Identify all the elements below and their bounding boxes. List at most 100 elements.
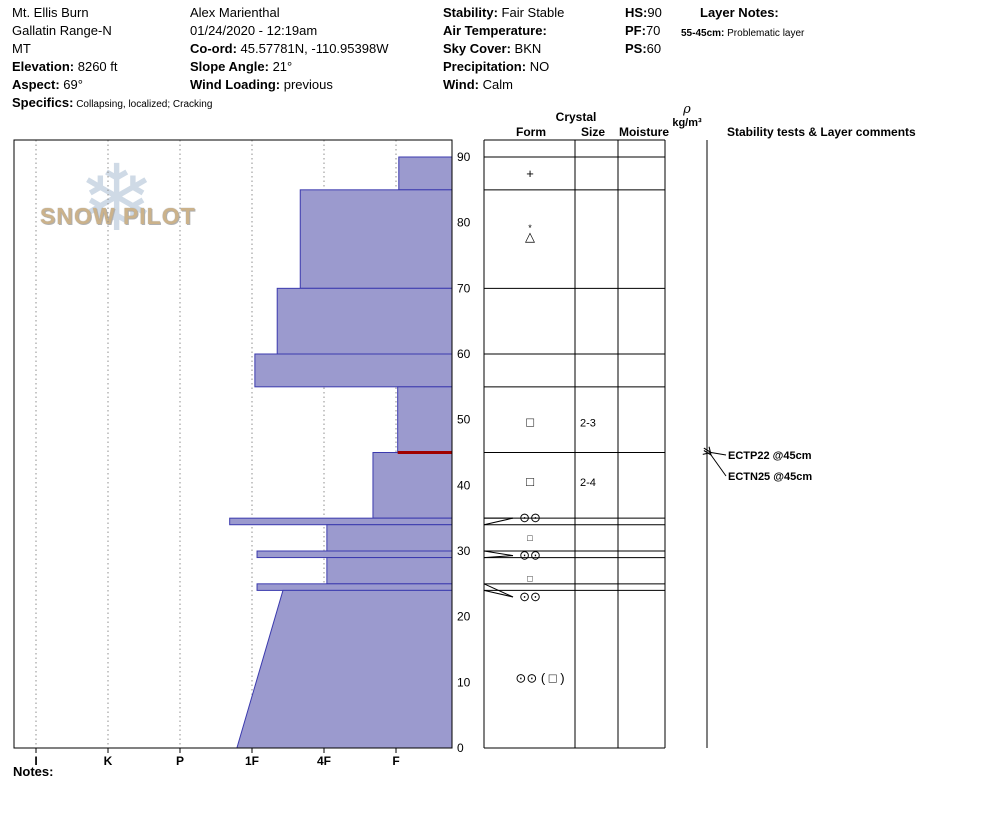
grain-size-value: 2-3 — [580, 417, 596, 429]
leader-line — [483, 550, 514, 557]
ps-value: 60 — [646, 41, 662, 56]
depth-tick-label: 0 — [457, 741, 464, 755]
notes-label: Notes: — [13, 764, 54, 779]
depth-tick-label: 30 — [457, 544, 471, 558]
hs-label: HS: — [625, 5, 648, 20]
layer-note-row: 55-45cm: Problematic layer — [681, 24, 804, 41]
elevation-label: Elevation: — [12, 59, 75, 74]
layer-bar — [254, 353, 453, 388]
aspect-label: Aspect: — [12, 77, 60, 92]
wind-loading-label: Wind Loading: — [190, 77, 281, 92]
depth-tick-label: 10 — [457, 675, 471, 689]
layer-bar — [229, 517, 453, 526]
precipitation-row: Precipitation: NO — [443, 59, 549, 74]
aspect-value: 69° — [59, 77, 83, 92]
stability-test-arrow — [711, 455, 727, 477]
depth-tick-label: 70 — [457, 281, 471, 295]
density-units-header: kg/m³ — [672, 117, 702, 129]
grain-form-symbol: ⊙⊙ — [519, 548, 541, 563]
grain-form-symbol: □ — [526, 414, 534, 429]
layer-bar — [256, 550, 453, 559]
precipitation-label: Precipitation: — [443, 59, 527, 74]
size-header: Size — [580, 125, 605, 139]
precipitation-value: NO — [526, 59, 550, 74]
layer-bar — [398, 156, 453, 191]
sky-cover-row: Sky Cover: BKN — [443, 41, 541, 56]
elevation-row: Elevation: 8260 ft — [12, 59, 118, 74]
range-name: Gallatin Range-N — [12, 23, 112, 38]
hardness-axis-label: P — [176, 754, 184, 768]
pit-name: Mt. Ellis Burn — [12, 5, 89, 20]
leader-line — [483, 589, 514, 598]
grain-form-symbol: □ — [527, 533, 533, 543]
grain-form-symbol: ⊙⊙ — [519, 510, 541, 525]
stability-test-arrow — [711, 453, 727, 456]
wind-label: Wind: — [443, 77, 479, 92]
depth-tick-label: 80 — [457, 216, 471, 230]
chart-generated-group: I K P 1F 4F F 0 10 20 30 40 50 60 70 80 90 + △* □ 2-3 □ 2-4 ⊙⊙… — [13, 139, 812, 768]
slope-angle-row: Slope Angle: 21° — [190, 59, 292, 74]
depth-tick-label: 20 — [457, 610, 471, 624]
layer-bar — [276, 287, 453, 355]
layer-bar — [326, 524, 453, 552]
pf-label: PF: — [625, 23, 646, 38]
depth-tick-label: 60 — [457, 347, 471, 361]
layer-bar — [326, 557, 453, 585]
specifics-row: Specifics: Collapsing, localized; Cracki… — [12, 95, 212, 112]
stability-row: Stability: Fair Stable — [443, 5, 564, 20]
hs-value: 90 — [647, 5, 662, 20]
grain-size-value: 2-4 — [580, 477, 596, 489]
moisture-header: Moisture — [618, 125, 669, 139]
ps-label: PS: — [625, 41, 647, 56]
crystal-header: Crystal — [555, 110, 597, 124]
layer-note-depth: 55-45cm: — [681, 28, 725, 39]
state-name: MT — [12, 41, 31, 56]
grain-form-symbol: □ — [527, 573, 533, 583]
stability-test-label: ECTN25 @45cm — [728, 471, 812, 483]
slope-angle-value: 21° — [268, 59, 293, 74]
form-header: Form — [516, 125, 546, 139]
snowpilot-logo: ❄ SNOW PILOT — [40, 153, 220, 260]
wind-loading-value: previous — [280, 77, 333, 92]
sky-cover-label: Sky Cover: — [443, 41, 511, 56]
grain-form-symbol: ⊙⊙ ( □ ) — [515, 670, 564, 685]
hardness-axis-label: K — [104, 754, 113, 768]
grain-form-symbol: ⊙⊙ — [519, 589, 541, 604]
layer-bar — [299, 189, 453, 289]
hardness-axis-label: F — [392, 754, 399, 768]
density-symbol-header: ρ — [683, 102, 691, 117]
layer-bar — [236, 589, 453, 749]
air-temp-label: Air Temperature: — [443, 23, 547, 38]
layer-bar — [256, 583, 453, 591]
ps-row: PS:60 — [625, 41, 661, 56]
grain-form-symbol: □ — [526, 474, 534, 489]
observation-datetime: 01/24/2020 - 12:19am — [190, 23, 318, 38]
grain-form-symbol: △ — [525, 229, 535, 244]
coordinates-value: 45.57781N, -110.95398W — [236, 41, 389, 56]
leader-line — [483, 517, 514, 526]
snowpilot-logo-text: SNOW PILOT — [40, 203, 196, 229]
wind-loading-row: Wind Loading: previous — [190, 77, 333, 92]
pf-value: 70 — [645, 23, 661, 38]
aspect-row: Aspect: 69° — [12, 77, 83, 92]
grain-form-symbol: + — [526, 166, 534, 181]
depth-tick-label: 40 — [457, 478, 471, 492]
leader-line — [483, 555, 514, 559]
layer-bar — [372, 452, 453, 519]
chart-border — [13, 139, 453, 749]
layer-notes-title: Layer Notes: — [700, 5, 779, 20]
hardness-axis-label: 4F — [317, 754, 331, 768]
hardness-axis-label: I — [34, 754, 37, 768]
hs-row: HS:90 — [625, 5, 662, 20]
coordinates-row: Co-ord: 45.57781N, -110.95398W — [190, 41, 388, 56]
observer-name: Alex Marienthal — [190, 5, 280, 20]
snowflake-icon: ❄ — [78, 145, 156, 252]
pf-row: PF:70 — [625, 23, 660, 38]
wind-row: Wind: Calm — [443, 77, 513, 92]
stability-comments-header: Stability tests & Layer comments — [727, 125, 916, 139]
stability-value: Fair Stable — [497, 5, 565, 20]
sky-cover-value: BKN — [510, 41, 542, 56]
slope-angle-label: Slope Angle: — [190, 59, 269, 74]
